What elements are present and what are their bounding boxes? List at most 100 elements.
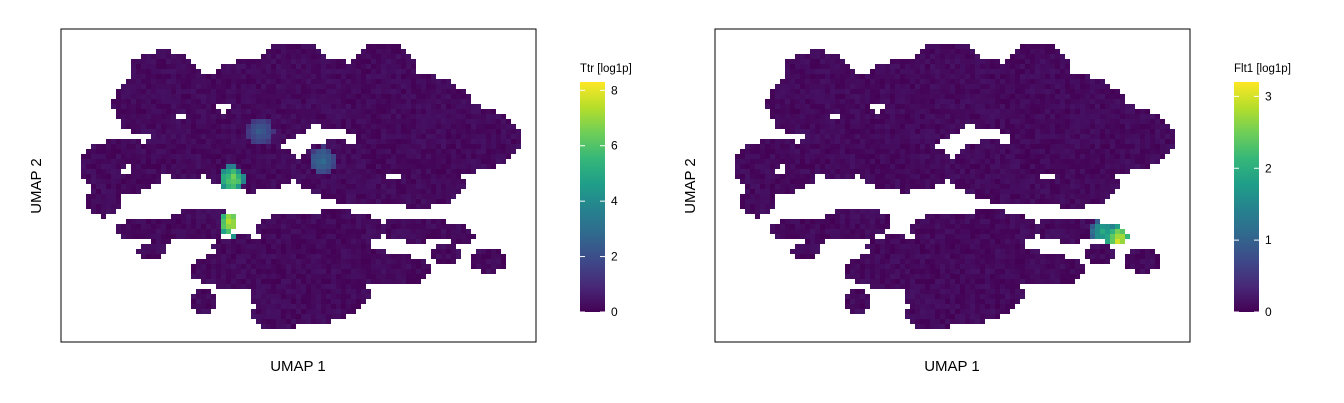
umap-cell bbox=[321, 224, 326, 229]
umap-cell bbox=[401, 119, 406, 124]
umap-cell bbox=[1080, 149, 1085, 154]
umap-cell bbox=[401, 254, 406, 259]
umap-cell bbox=[141, 59, 146, 64]
umap-cell bbox=[331, 314, 336, 319]
umap-cell bbox=[1020, 169, 1025, 174]
umap-cell bbox=[371, 174, 376, 179]
umap-cell bbox=[336, 254, 341, 259]
umap-cell bbox=[486, 134, 491, 139]
umap-cell bbox=[855, 149, 860, 154]
umap-cell bbox=[376, 194, 381, 199]
umap-cell bbox=[376, 279, 381, 284]
umap-cell bbox=[366, 139, 371, 144]
umap-cell bbox=[286, 89, 291, 94]
umap-cell bbox=[346, 79, 351, 84]
umap-cell bbox=[346, 109, 351, 114]
umap-cell bbox=[386, 119, 391, 124]
umap-cell bbox=[491, 114, 496, 119]
umap-cell bbox=[1055, 54, 1060, 59]
umap-cell bbox=[441, 94, 446, 99]
umap-cell bbox=[1020, 119, 1025, 124]
umap-cell bbox=[291, 274, 296, 279]
umap-cell bbox=[316, 84, 321, 89]
umap-cell bbox=[975, 154, 980, 159]
umap-cell bbox=[176, 74, 181, 79]
umap-cell bbox=[206, 99, 211, 104]
umap-cell bbox=[411, 59, 416, 64]
umap-cell bbox=[166, 114, 171, 119]
umap-cell bbox=[441, 149, 446, 154]
umap-cell bbox=[216, 164, 221, 169]
umap-cell bbox=[930, 79, 935, 84]
umap-cell bbox=[820, 84, 825, 89]
umap-cell bbox=[1000, 64, 1005, 69]
umap-cell bbox=[750, 159, 755, 164]
umap-cell bbox=[146, 169, 151, 174]
umap-cell bbox=[990, 124, 995, 129]
umap-cell bbox=[261, 179, 266, 184]
umap-cell bbox=[246, 274, 251, 279]
umap-cell bbox=[391, 89, 396, 94]
umap-cell bbox=[980, 164, 985, 169]
umap-cell bbox=[1090, 184, 1095, 189]
umap-cell bbox=[126, 89, 131, 94]
umap-cell bbox=[965, 159, 970, 164]
umap-cell bbox=[1055, 89, 1060, 94]
umap-cell bbox=[356, 304, 361, 309]
umap-cell bbox=[226, 99, 231, 104]
umap-cell bbox=[241, 79, 246, 84]
umap-cell bbox=[146, 64, 151, 69]
umap-cell bbox=[281, 284, 286, 289]
umap-cell bbox=[336, 119, 341, 124]
umap-cell bbox=[960, 184, 965, 189]
umap-cell bbox=[381, 49, 386, 54]
umap-cell bbox=[241, 64, 246, 69]
umap-cell bbox=[875, 84, 880, 89]
umap-cell bbox=[366, 254, 371, 259]
umap-cell bbox=[86, 164, 91, 169]
umap-cell bbox=[171, 119, 176, 124]
umap-cell bbox=[1030, 74, 1035, 79]
umap-cell bbox=[800, 149, 805, 154]
umap-cell bbox=[361, 154, 366, 159]
umap-cell bbox=[181, 169, 186, 174]
umap-cell bbox=[261, 249, 266, 254]
umap-cell bbox=[870, 119, 875, 124]
umap-cell bbox=[281, 254, 286, 259]
umap-cell bbox=[1070, 99, 1075, 104]
umap-cell bbox=[925, 69, 930, 74]
umap-cell bbox=[331, 279, 336, 284]
umap-cell bbox=[366, 269, 371, 274]
umap-cell bbox=[890, 94, 895, 99]
umap-cell bbox=[176, 59, 181, 64]
umap-cell bbox=[441, 164, 446, 169]
umap-cell bbox=[855, 119, 860, 124]
umap-cell bbox=[1035, 184, 1040, 189]
umap-cell bbox=[740, 174, 745, 179]
umap-cell bbox=[920, 89, 925, 94]
umap-cell bbox=[321, 89, 326, 94]
umap-cell bbox=[1090, 99, 1095, 104]
umap-cell bbox=[810, 174, 815, 179]
umap-cell bbox=[336, 174, 341, 179]
umap-cell bbox=[256, 64, 261, 69]
umap-cell bbox=[271, 44, 276, 49]
umap-cell bbox=[206, 149, 211, 154]
umap-cell bbox=[1095, 139, 1100, 144]
umap-cell bbox=[775, 189, 780, 194]
umap-cell bbox=[456, 154, 461, 159]
umap-cell bbox=[131, 109, 136, 114]
umap-cell bbox=[840, 84, 845, 89]
umap-cell bbox=[311, 154, 316, 159]
umap-cell bbox=[101, 199, 106, 204]
umap-cell bbox=[326, 214, 331, 219]
umap-cell bbox=[156, 139, 161, 144]
umap-cell bbox=[930, 104, 935, 109]
umap-cell bbox=[1045, 194, 1050, 199]
umap-cell bbox=[286, 104, 291, 109]
umap-cell bbox=[201, 139, 206, 144]
umap-cell bbox=[411, 109, 416, 114]
umap-cell bbox=[900, 119, 905, 124]
umap-cell bbox=[970, 164, 975, 169]
umap-cell bbox=[251, 309, 256, 314]
